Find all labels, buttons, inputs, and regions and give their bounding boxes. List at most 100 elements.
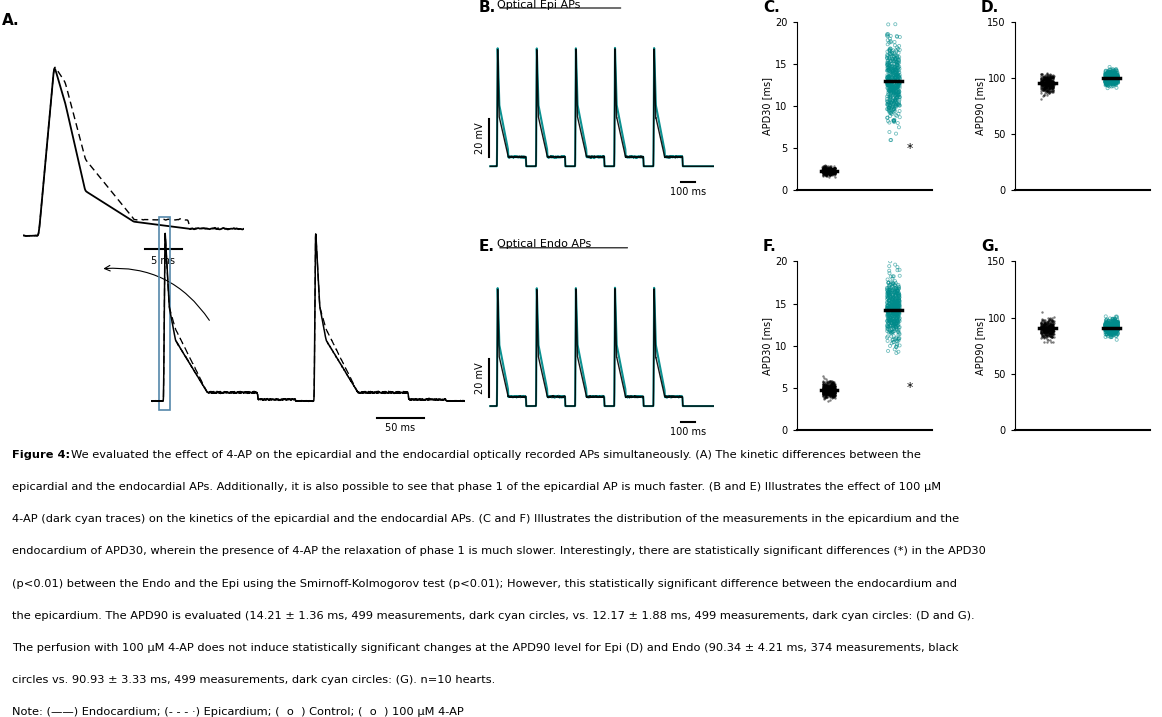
Point bbox=[1106, 320, 1125, 331]
Point bbox=[819, 384, 838, 395]
Point bbox=[1096, 319, 1114, 331]
Point bbox=[880, 72, 898, 84]
Point bbox=[878, 313, 897, 324]
Point bbox=[888, 60, 906, 71]
Point bbox=[817, 391, 835, 402]
Point bbox=[889, 307, 908, 318]
Point bbox=[889, 57, 908, 68]
Point bbox=[824, 380, 842, 391]
Point bbox=[822, 168, 840, 179]
Point bbox=[1097, 71, 1116, 82]
Point bbox=[888, 313, 906, 324]
Point bbox=[889, 87, 908, 98]
Point bbox=[820, 162, 839, 174]
Point bbox=[890, 302, 909, 313]
Point bbox=[824, 382, 842, 394]
Point bbox=[1096, 324, 1114, 336]
Point bbox=[1032, 73, 1050, 85]
Point bbox=[1105, 75, 1124, 87]
Point bbox=[819, 381, 838, 393]
Point bbox=[884, 334, 903, 346]
Point bbox=[822, 160, 840, 171]
Point bbox=[880, 300, 898, 311]
Point bbox=[888, 77, 906, 88]
Point bbox=[1032, 315, 1050, 327]
Point bbox=[823, 165, 841, 176]
Point bbox=[1099, 318, 1118, 330]
Point bbox=[883, 296, 902, 308]
Point bbox=[825, 166, 844, 177]
Point bbox=[1097, 68, 1116, 80]
Point bbox=[1039, 74, 1057, 85]
Point bbox=[1100, 320, 1119, 331]
Point bbox=[1043, 82, 1062, 93]
Point bbox=[1105, 320, 1124, 331]
Point bbox=[880, 260, 898, 272]
Point bbox=[1038, 85, 1056, 97]
Point bbox=[815, 382, 833, 394]
Point bbox=[822, 388, 840, 399]
Point bbox=[815, 384, 833, 396]
Point bbox=[1099, 67, 1118, 79]
Point bbox=[885, 296, 904, 308]
Text: 20 mV: 20 mV bbox=[475, 362, 485, 394]
Point bbox=[1041, 84, 1060, 95]
Point bbox=[1040, 85, 1059, 97]
Point bbox=[1100, 72, 1119, 84]
Point bbox=[890, 294, 909, 305]
Point bbox=[889, 54, 908, 66]
Point bbox=[890, 77, 909, 88]
Point bbox=[888, 82, 906, 94]
Point bbox=[890, 328, 909, 340]
Point bbox=[890, 340, 909, 351]
Point bbox=[1100, 79, 1119, 90]
Point bbox=[1100, 326, 1119, 337]
Point bbox=[1038, 320, 1056, 332]
Point bbox=[1105, 78, 1124, 90]
Point bbox=[824, 166, 842, 178]
Point bbox=[1107, 75, 1126, 86]
Point bbox=[824, 163, 842, 174]
Point bbox=[1097, 77, 1116, 89]
Point bbox=[819, 386, 838, 398]
Point bbox=[1100, 75, 1119, 86]
Point bbox=[1107, 322, 1126, 333]
Point bbox=[1105, 316, 1124, 328]
Point bbox=[1103, 76, 1121, 87]
Point bbox=[1032, 73, 1050, 85]
Point bbox=[883, 61, 902, 72]
Point bbox=[823, 383, 841, 394]
Point bbox=[1106, 74, 1125, 85]
Point bbox=[822, 167, 840, 179]
Point bbox=[820, 381, 839, 392]
Point bbox=[1103, 72, 1121, 84]
Point bbox=[1034, 77, 1053, 88]
Point bbox=[819, 165, 838, 176]
Point bbox=[887, 318, 905, 330]
Point bbox=[822, 384, 840, 396]
Point bbox=[1096, 321, 1114, 333]
Point bbox=[1045, 325, 1063, 336]
Point bbox=[1037, 329, 1055, 341]
Point bbox=[1041, 71, 1060, 82]
Point bbox=[1038, 322, 1056, 333]
Point bbox=[889, 308, 908, 319]
Point bbox=[1041, 336, 1060, 348]
Point bbox=[889, 295, 908, 306]
Point bbox=[813, 376, 832, 388]
Point bbox=[883, 292, 902, 303]
Point bbox=[813, 164, 832, 176]
Point bbox=[1040, 320, 1059, 332]
Point bbox=[878, 323, 897, 335]
Point bbox=[1042, 80, 1061, 91]
Point bbox=[1039, 325, 1057, 336]
Point bbox=[1043, 85, 1062, 96]
Point bbox=[880, 302, 898, 313]
Point bbox=[1041, 71, 1060, 82]
Point bbox=[1106, 323, 1125, 334]
Point bbox=[1099, 324, 1118, 336]
Point bbox=[824, 166, 842, 178]
Point bbox=[813, 387, 832, 399]
Point bbox=[880, 98, 898, 109]
Point bbox=[818, 166, 837, 178]
